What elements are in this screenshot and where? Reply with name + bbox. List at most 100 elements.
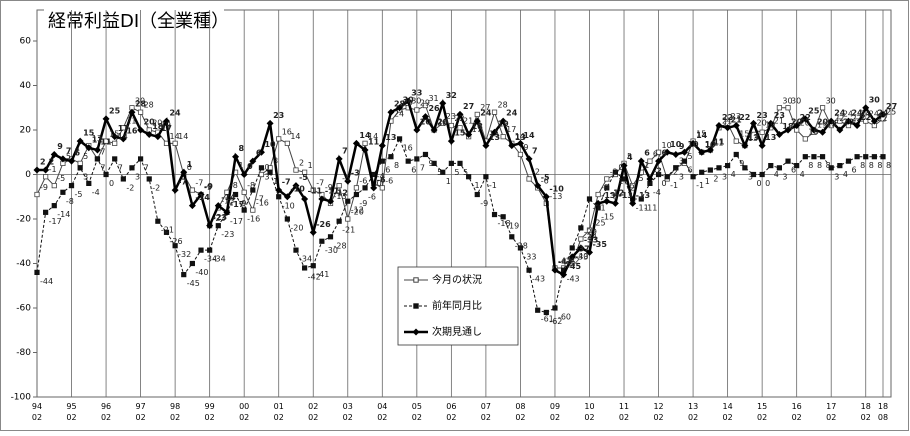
value-label: 8 [394, 161, 399, 170]
x-tick-label: 07 02 [481, 402, 491, 422]
point [880, 154, 886, 160]
point [741, 142, 749, 150]
x-tick-label: 13 02 [688, 402, 698, 422]
value-label: -13 [549, 192, 562, 201]
point [663, 148, 671, 156]
value-label: -45 [567, 262, 582, 271]
point [378, 142, 386, 150]
value-label: 8 [869, 161, 874, 170]
point [733, 151, 739, 158]
value-label: -11 [644, 203, 657, 212]
point [620, 162, 628, 170]
value-label: 23 [757, 111, 768, 120]
point [681, 158, 688, 164]
value-label: 8 [886, 161, 891, 170]
value-label: -29 [584, 228, 597, 237]
point [284, 140, 290, 146]
value-label: -15 [601, 212, 614, 221]
x-tick-label-part: 07 [481, 402, 491, 411]
value-label: 9 [679, 142, 685, 151]
value-label: -42 [567, 256, 580, 265]
value-label: 21 [731, 115, 743, 124]
value-label: 1 [446, 177, 451, 186]
value-label: -26 [169, 237, 182, 246]
point [345, 216, 351, 222]
point [189, 260, 195, 267]
x-tick-label-part: 02 [584, 413, 594, 422]
x-tick-label: 94 02 [32, 402, 42, 422]
value-label: -43 [567, 275, 580, 284]
value-label: -11 [592, 203, 605, 212]
value-label: -6 [385, 176, 393, 185]
value-label: 13 [765, 133, 776, 142]
point [155, 218, 161, 224]
point [241, 207, 247, 213]
point [93, 146, 101, 154]
value-label: 15 [109, 130, 119, 139]
value-label: 13 [489, 133, 500, 142]
value-label: 3 [679, 172, 684, 181]
value-label: 24 [860, 110, 870, 119]
value-label: -42 [308, 272, 321, 281]
value-label: 1 [705, 177, 710, 186]
point [232, 153, 240, 161]
value-label: 23 [774, 111, 785, 120]
x-tick-label: 17 02 [826, 402, 836, 422]
value-label: 21 [126, 116, 136, 125]
value-label: -30 [325, 246, 338, 255]
value-label: 6 [75, 149, 81, 158]
value-label: 20 [817, 118, 829, 127]
point [172, 243, 178, 249]
value-label: 22 [800, 113, 811, 122]
point [258, 171, 265, 178]
point [690, 174, 696, 180]
point [60, 189, 66, 195]
value-label: 5 [463, 168, 468, 177]
point [499, 117, 507, 125]
point [276, 136, 282, 142]
value-label: 9 [57, 142, 63, 151]
point [604, 176, 610, 182]
point [793, 122, 801, 130]
x-tick-label-part: 98 [170, 402, 180, 411]
point [578, 236, 584, 242]
point [482, 142, 490, 150]
value-label: -11 [325, 186, 340, 195]
value-label: -9 [239, 199, 247, 208]
point [137, 126, 145, 134]
value-label: 16 [403, 143, 413, 152]
point [673, 165, 679, 171]
point [604, 185, 610, 191]
point [810, 126, 818, 134]
x-tick-label-part: 95 [66, 402, 76, 411]
point [862, 104, 870, 112]
value-label: 3 [722, 172, 727, 181]
value-label: -13 [618, 191, 632, 200]
point [759, 129, 765, 135]
x-tick-label: 03 02 [343, 402, 353, 422]
value-label: 22 [739, 113, 750, 122]
value-label: 2 [49, 158, 55, 167]
x-tick-label-part: 13 [688, 402, 698, 411]
value-label: 30 [403, 95, 415, 104]
point [379, 158, 385, 164]
value-label: -23 [221, 230, 234, 239]
value-label: 1 [644, 161, 649, 170]
point [276, 194, 282, 200]
point [638, 196, 644, 202]
value-label: 7 [100, 163, 105, 172]
point [43, 209, 49, 215]
point [742, 165, 748, 171]
value-label: -2 [670, 167, 678, 176]
point [387, 108, 395, 116]
point [370, 184, 378, 192]
point [767, 119, 775, 127]
point [353, 185, 360, 191]
value-label: 7 [66, 146, 72, 155]
value-label: -33 [523, 252, 536, 261]
value-label: 4 [774, 170, 779, 179]
value-label: 11 [713, 138, 725, 147]
point [33, 166, 41, 174]
value-label: 24 [843, 110, 853, 119]
